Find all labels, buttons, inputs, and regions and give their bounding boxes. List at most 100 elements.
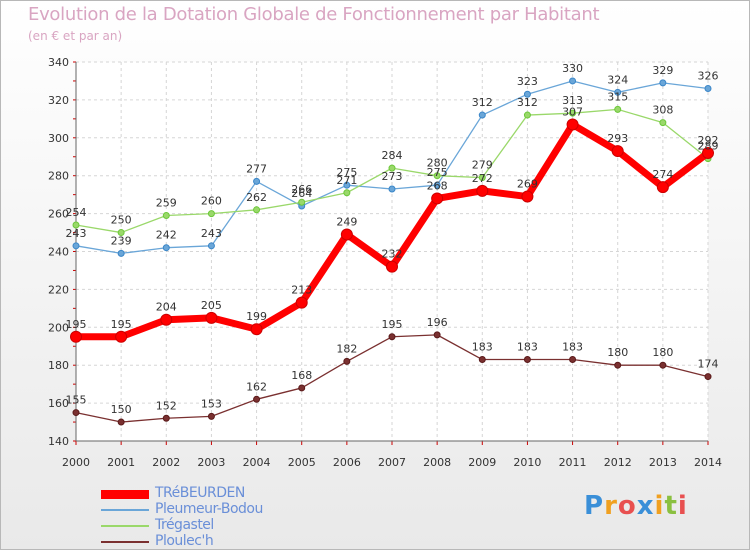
- y-tick-label: 300: [48, 132, 69, 145]
- legend-item[interactable]: Pleumeur-Bodou: [101, 501, 301, 518]
- data-label: 275: [427, 166, 448, 179]
- axes: 140 160 180 200 220 240 260 280 300 320 340 2000 200…: [48, 56, 722, 469]
- x-tick-label: 2006: [333, 456, 361, 469]
- data-label: 323: [517, 75, 538, 88]
- x-tick-label: 2001: [107, 456, 135, 469]
- data-label: 250: [111, 214, 132, 227]
- data-point: [611, 145, 624, 158]
- x-tick-label: 2010: [513, 456, 541, 469]
- data-label: 275: [336, 166, 357, 179]
- data-label: 182: [336, 342, 357, 355]
- data-point: [72, 242, 80, 250]
- y-tick-label: 180: [48, 359, 69, 372]
- data-label: 213: [291, 284, 312, 297]
- y-tick-label: 240: [48, 246, 69, 259]
- data-point: [388, 185, 396, 193]
- data-label: 168: [291, 369, 312, 382]
- data-label: 199: [246, 310, 267, 323]
- legend: TRéBEURDEN Pleumeur-Bodou Trégastel Plou…: [101, 485, 301, 550]
- data-label: 266: [291, 183, 312, 196]
- x-tick-label: 2008: [423, 456, 451, 469]
- data-label: 293: [607, 132, 628, 145]
- data-point: [115, 330, 128, 343]
- x-tick-label: 2004: [243, 456, 271, 469]
- data-point: [207, 242, 215, 250]
- data-label: 289: [698, 140, 719, 153]
- data-label: 312: [472, 96, 493, 109]
- data-label: 259: [156, 196, 177, 209]
- data-point: [478, 356, 486, 364]
- y-tick-label: 280: [48, 170, 69, 183]
- data-point: [433, 172, 441, 180]
- logo-letter: i: [654, 491, 665, 521]
- data-point: [70, 330, 82, 343]
- data-point: [523, 356, 531, 364]
- data-label: 183: [472, 341, 493, 354]
- legend-label: Trégastel: [155, 517, 214, 533]
- data-point: [250, 323, 263, 336]
- data-point: [523, 90, 531, 98]
- data-label: 272: [472, 172, 493, 185]
- data-label: 152: [156, 399, 177, 412]
- data-point: [614, 361, 622, 369]
- legend-swatch: [101, 541, 149, 543]
- data-point: [343, 189, 351, 197]
- data-point: [521, 190, 534, 203]
- legend-item[interactable]: TRéBEURDEN: [101, 485, 301, 502]
- data-label: 195: [111, 318, 132, 331]
- data-point: [388, 164, 396, 172]
- data-label: 273: [382, 170, 403, 183]
- legend-swatch: [101, 525, 149, 527]
- data-point: [566, 118, 579, 131]
- data-point: [659, 361, 667, 369]
- data-point: [298, 384, 306, 392]
- data-point: [117, 249, 125, 257]
- data-point: [433, 331, 441, 339]
- grid: [75, 61, 709, 442]
- data-point: [704, 373, 712, 381]
- data-point: [295, 296, 308, 309]
- data-label: 307: [562, 106, 583, 119]
- legend-label: TRéBEURDEN: [155, 485, 245, 501]
- data-point: [431, 192, 444, 205]
- x-tick-label: 2012: [604, 456, 632, 469]
- data-label: 262: [246, 191, 267, 204]
- x-tick-label: 2002: [152, 456, 180, 469]
- data-label: 330: [562, 62, 583, 75]
- data-label: 180: [652, 346, 673, 359]
- y-tick-label: 160: [48, 397, 69, 410]
- data-label: 249: [336, 215, 357, 228]
- data-label: 326: [698, 70, 719, 83]
- data-point: [253, 177, 261, 185]
- data-label: 205: [201, 299, 222, 312]
- data-labels: 243 239 242 243 277 264 275 273 275 312 323 330 324 3…: [66, 62, 719, 416]
- legend-item[interactable]: Ploulec'h: [101, 533, 301, 550]
- data-point: [478, 111, 486, 119]
- y-tick-label: 220: [48, 283, 69, 296]
- data-label: 183: [517, 341, 538, 354]
- data-point: [614, 105, 622, 113]
- data-point: [388, 333, 396, 341]
- data-label: 324: [607, 73, 628, 86]
- legend-item[interactable]: Trégastel: [101, 517, 301, 534]
- data-label: 268: [427, 179, 448, 192]
- data-point: [433, 181, 441, 189]
- chart-subtitle: (en € et par an): [28, 29, 123, 43]
- data-label: 274: [652, 168, 673, 181]
- data-point: [72, 221, 80, 229]
- data-point: [614, 88, 622, 96]
- data-label: 195: [382, 318, 403, 331]
- x-tick-label: 2011: [559, 456, 587, 469]
- plot-area: [76, 62, 708, 441]
- data-label: 150: [111, 403, 132, 416]
- data-point: [207, 412, 215, 420]
- data-label: 312: [517, 96, 538, 109]
- data-point: [117, 229, 125, 237]
- logo-letter: x: [636, 491, 655, 521]
- y-tick-label: 340: [48, 56, 69, 69]
- data-point: [569, 109, 577, 117]
- data-label: 308: [652, 104, 673, 117]
- data-label: 260: [201, 195, 222, 208]
- legend-swatch: [101, 489, 149, 499]
